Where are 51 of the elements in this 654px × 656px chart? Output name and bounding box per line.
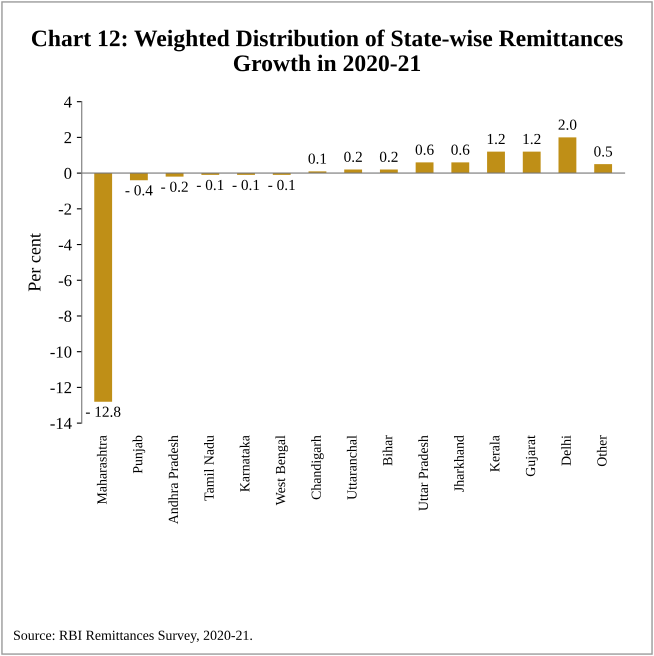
y-tick-label: 4 [64,96,72,108]
x-tick-label: Andhra Pradesh [168,435,178,524]
x-tick-label: Other [596,435,607,466]
y-tick-label: -2 [58,204,72,215]
data-label: 0.6 [451,144,470,155]
data-label: - 0.1 [268,180,295,190]
y-tick-label: -6 [58,275,72,286]
x-tick-label: Karnataka [240,435,250,492]
bar [594,164,612,174]
x-tick-label: Delhi [561,435,571,466]
data-label: 2.0 [558,120,576,130]
data-label: - 0.4 [125,185,153,196]
y-tick-label: -10 [50,346,72,358]
bar [487,152,505,174]
bar [558,137,576,174]
bar [416,162,434,174]
x-tick-label: Tamil Nadu [204,435,214,501]
x-tick-label: Jharkhand [454,435,464,492]
bar [94,173,112,402]
data-label: 0.2 [344,152,362,162]
data-label: - 0.2 [161,182,188,192]
data-label: 0.5 [594,146,612,157]
bar [451,162,470,174]
data-label: - 0.1 [232,180,260,190]
x-tick-label: Kerala [490,435,500,472]
chart-title: Chart 12: Weighted Distribution of State-wise Remittances Growth in 2020-21 [32,30,623,72]
y-tick-label: -14 [50,418,72,429]
x-tick-label: Uttaranchal [346,435,357,500]
data-label: 1.2 [488,134,505,144]
y-tick-label: 0 [64,168,72,180]
data-label: 0.6 [416,144,434,155]
data-label: 1.2 [524,134,540,144]
data-label: - 0.1 [196,180,224,190]
data-label: 0.1 [308,153,326,164]
x-tick-label: Chandigarh [311,435,324,500]
bar [522,152,541,174]
y-tick-label: -8 [58,310,72,322]
y-axis-title: Per cent [28,233,41,292]
data-label: 0.2 [380,152,398,162]
x-tick-label: Maharashtra [96,435,107,504]
y-tick-label: 2 [64,132,72,144]
x-tick-label: Punjab [132,436,146,474]
x-tick-label: Uttar Pradesh [418,435,428,511]
y-tick-label: -4 [58,239,72,250]
y-tick-label: -12 [50,382,72,394]
x-tick-label: West Bengal [275,435,288,506]
data-label: - 12.8 [86,406,120,417]
bar [130,173,148,180]
x-tick-label: Bihar [382,435,392,466]
x-tick-label: Gujarat [526,435,538,476]
source-note: Source: RBI Remittances Survey, 2020-21. [14,630,252,643]
